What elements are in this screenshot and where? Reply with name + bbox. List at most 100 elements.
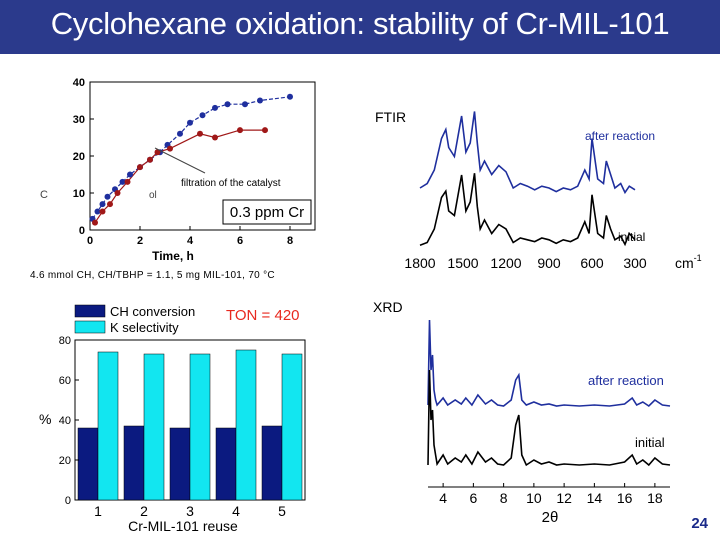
reuse-xtick-label: 1: [94, 503, 102, 519]
xrd-xtick-label: 12: [556, 490, 572, 506]
reuse-xtick-label: 5: [278, 503, 286, 519]
kinetics-point: [237, 127, 243, 134]
reuse-xtick-label: 3: [186, 503, 194, 519]
filtration-annotation: filtration of the catalyst: [181, 178, 281, 189]
ftir-ticks: 1800 1500 1200 900 600 300: [404, 255, 646, 271]
kinetics-point: [212, 104, 218, 111]
title-bar: Cyclohexane oxidation: stability of Cr-M…: [0, 0, 720, 54]
kinetics-point: [257, 97, 263, 104]
kinetics-xtick-label: 8: [287, 235, 293, 247]
ftir-trace-2: [419, 173, 636, 247]
kinetics-ytick-label: 20: [73, 151, 85, 163]
kinetics-point: [212, 134, 218, 141]
ftir-unit: cm-1: [675, 253, 702, 271]
bar-k-selectivity-5: [281, 353, 303, 501]
reuse-xtick-label: 4: [232, 503, 240, 519]
xrd-initial-label: initial: [635, 435, 665, 450]
bar-ch-conversion-4: [215, 427, 237, 501]
ftir-xtick-label: 900: [537, 255, 561, 271]
ton-label: TON = 420: [226, 307, 300, 324]
ftir-xtick-label: 1800: [404, 255, 435, 271]
ftir-trace-1: [419, 111, 636, 195]
ftir-xtick-label: 600: [580, 255, 604, 271]
kinetics-point: [114, 190, 121, 196]
slide-title: Cyclohexane oxidation: stability of Cr-M…: [50, 6, 670, 41]
kinetics-xtick-label: 0: [87, 235, 93, 247]
kinetics-points: [89, 93, 293, 226]
kinetics-point: [124, 178, 131, 185]
kinetics-point: [137, 164, 143, 171]
reuse-ticks: 0 20 40 60 80 1 2 3 4 5: [59, 335, 286, 519]
kinetics-xtick-label: 6: [237, 235, 243, 247]
ftir-after-label: after reaction: [585, 129, 655, 143]
reuse-ytick-label: 40: [59, 415, 71, 427]
kinetics-point: [119, 178, 126, 185]
bar-ch-conversion-5: [261, 425, 283, 501]
reuse-ytick-label: 0: [65, 495, 71, 507]
reuse-bars: [77, 349, 303, 501]
xrd-xtick-label: 16: [617, 490, 633, 506]
bar-ch-conversion-1: [77, 427, 99, 501]
xrd-xtick-label: 14: [587, 490, 603, 506]
kinetics-point: [187, 119, 193, 126]
bar-k-selectivity-1: [97, 351, 119, 501]
kinetics-point: [167, 145, 173, 152]
bar-k-selectivity-3: [189, 353, 211, 501]
legend-ch-swatch: [74, 304, 106, 318]
kinetics-xtick-label: 4: [187, 235, 194, 247]
reuse-chart: 0 20 40 60 80 1 2 3 4 5 CH conversion K selectivi…: [39, 304, 306, 534]
kinetics-point: [147, 156, 153, 163]
conditions-text: 4.6 mmol CH, CH/TBHP = 1.1, 5 mg MIL-101…: [30, 270, 275, 281]
xrd-after-label: after reaction: [588, 373, 664, 388]
xrd-xtick-label: 8: [500, 490, 508, 506]
bar-ch-conversion-3: [169, 427, 191, 501]
xrd-xtick-label: 18: [647, 490, 663, 506]
kinetics-ytick-label: 40: [73, 77, 85, 89]
kinetics-point: [199, 112, 206, 119]
legend-ch-label: CH conversion: [110, 304, 195, 319]
kinetics-point: [107, 201, 113, 208]
kinetics-point: [242, 101, 248, 108]
ftir-title: FTIR: [375, 109, 406, 125]
kinetics-point: [224, 101, 231, 108]
xrd-ticks: 4 6 8 10 12 14 16 18: [428, 483, 670, 506]
page-number: 24: [691, 515, 708, 532]
xrd-lines: [427, 319, 671, 467]
ftir-xtick-label: 300: [623, 255, 647, 271]
kinetics-ytick-label: 0: [79, 225, 85, 237]
cr-box: [222, 199, 312, 225]
legend-k-swatch: [74, 320, 106, 334]
kinetics-point: [99, 201, 106, 208]
kinetics-chart: 0 2 4 6 8 0 10 20 30 40 Time, h C ol filtration o…: [40, 77, 316, 263]
ftir-chart: FTIR 1800 1500 1200 900 600 300 after reactio…: [375, 109, 702, 271]
kinetics-point: [177, 130, 183, 137]
reuse-ytick-label: 80: [59, 335, 71, 347]
xrd-trace-1: [427, 319, 671, 408]
kinetics-point: [287, 93, 293, 100]
legend-k-label: K selectivity: [110, 320, 179, 335]
kinetics-point: [92, 219, 98, 226]
bar-ch-conversion-2: [123, 425, 145, 501]
xrd-trace-2: [427, 369, 671, 467]
xrd-chart: XRD 4 6 8 10 12 14 16 18 after reaction initial…: [373, 299, 671, 526]
xrd-xtick-label: 6: [469, 490, 477, 506]
ftir-lines: [419, 111, 636, 247]
reuse-ytick-label: 60: [59, 375, 71, 387]
kinetics-point: [197, 130, 203, 137]
xrd-xtick-label: 10: [526, 490, 542, 506]
reuse-ylabel: %: [39, 411, 51, 427]
kinetics-point: [127, 171, 133, 178]
kinetics-xtick-label: 2: [137, 235, 143, 247]
kinetics-point: [99, 208, 106, 215]
kinetics-ytick-label: 30: [73, 114, 85, 126]
ftir-xtick-label: 1200: [490, 255, 521, 271]
reuse-xtick-label: 2: [140, 503, 148, 519]
xrd-title: XRD: [373, 299, 403, 315]
kinetics-point: [262, 127, 268, 134]
xrd-xtick-label: 4: [439, 490, 447, 506]
bar-k-selectivity-4: [235, 349, 257, 501]
reuse-xlabel: Cr-MIL-101 reuse: [128, 518, 238, 534]
reuse-ytick-label: 20: [59, 455, 71, 467]
xrd-xlabel: 2θ: [542, 509, 559, 526]
filtration-pointer: [154, 147, 206, 174]
